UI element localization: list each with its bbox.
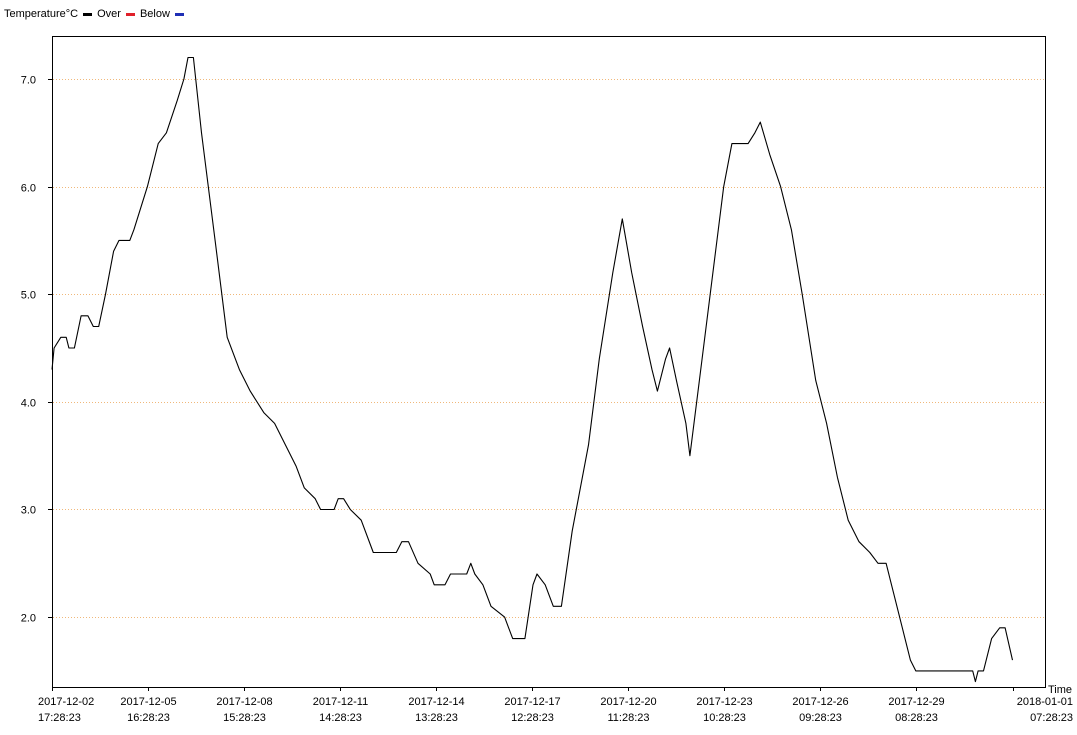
y-tick-label: 6.0 — [21, 183, 36, 195]
x-tick-label-time: 15:28:23 — [223, 712, 266, 724]
x-tick-label-time: 09:28:23 — [799, 712, 842, 724]
x-tick-label-date: 2017-12-26 — [792, 696, 848, 708]
x-tick-label-date: 2017-12-23 — [696, 696, 752, 708]
series-layer — [51, 56, 1014, 683]
y-tick-label: 2.0 — [21, 613, 36, 625]
x-tick-label-time: 10:28:23 — [703, 712, 746, 724]
x-tick-label-time: 14:28:23 — [319, 712, 362, 724]
x-tick-label-time: 13:28:23 — [415, 712, 458, 724]
legend-label-over: Over — [97, 8, 121, 20]
x-tick-label-time: 17:28:23 — [38, 712, 81, 724]
x-tick-label-date: 2017-12-08 — [216, 696, 272, 708]
x-tick-label-date: 2017-12-11 — [313, 696, 368, 708]
x-tick-label-time: 07:28:23 — [1030, 712, 1073, 724]
y-tick-label: 4.0 — [21, 398, 36, 410]
x-tick-label-time: 12:28:23 — [511, 712, 554, 724]
legend-label-temperature: Temperature°C — [4, 8, 79, 20]
x-tick-label-time: 08:28:23 — [895, 712, 938, 724]
series-line-temperature — [51, 56, 1014, 683]
x-tick-label-date: 2017-12-14 — [408, 696, 464, 708]
legend-swatch-temperature — [83, 12, 93, 16]
y-tick-label: 7.0 — [21, 75, 36, 87]
x-tick-label-time: 16:28:23 — [127, 712, 170, 724]
x-tick-label-date: 2017-12-05 — [120, 696, 176, 708]
x-tick-label-date: 2017-12-20 — [600, 696, 656, 708]
x-tick-label-date: 2017-12-02 — [38, 696, 94, 708]
y-axis: 2.0 3.0 4.0 5.0 6.0 7.0 — [21, 75, 52, 625]
y-tick-label: 5.0 — [21, 290, 36, 302]
y-tick-label: 3.0 — [21, 505, 36, 517]
gridlines — [53, 79, 1045, 618]
x-tick-label-time: 11:28:23 — [607, 712, 649, 724]
legend: Temperature°C Over Below — [4, 8, 189, 20]
legend-swatch-over — [125, 12, 135, 16]
x-tick-label-date: 2018-01-01 — [1017, 696, 1073, 708]
legend-label-below: Below — [139, 8, 170, 20]
x-axis: 2017-12-02 17:28:23 2017-12-05 16:28:23 2017… — [38, 687, 1073, 724]
x-tick-label-date: 2017-12-17 — [504, 696, 560, 708]
legend-swatch-below — [174, 12, 184, 16]
x-tick-label-date: 2017-12-29 — [888, 696, 944, 708]
x-axis-label: Time — [1048, 684, 1072, 696]
